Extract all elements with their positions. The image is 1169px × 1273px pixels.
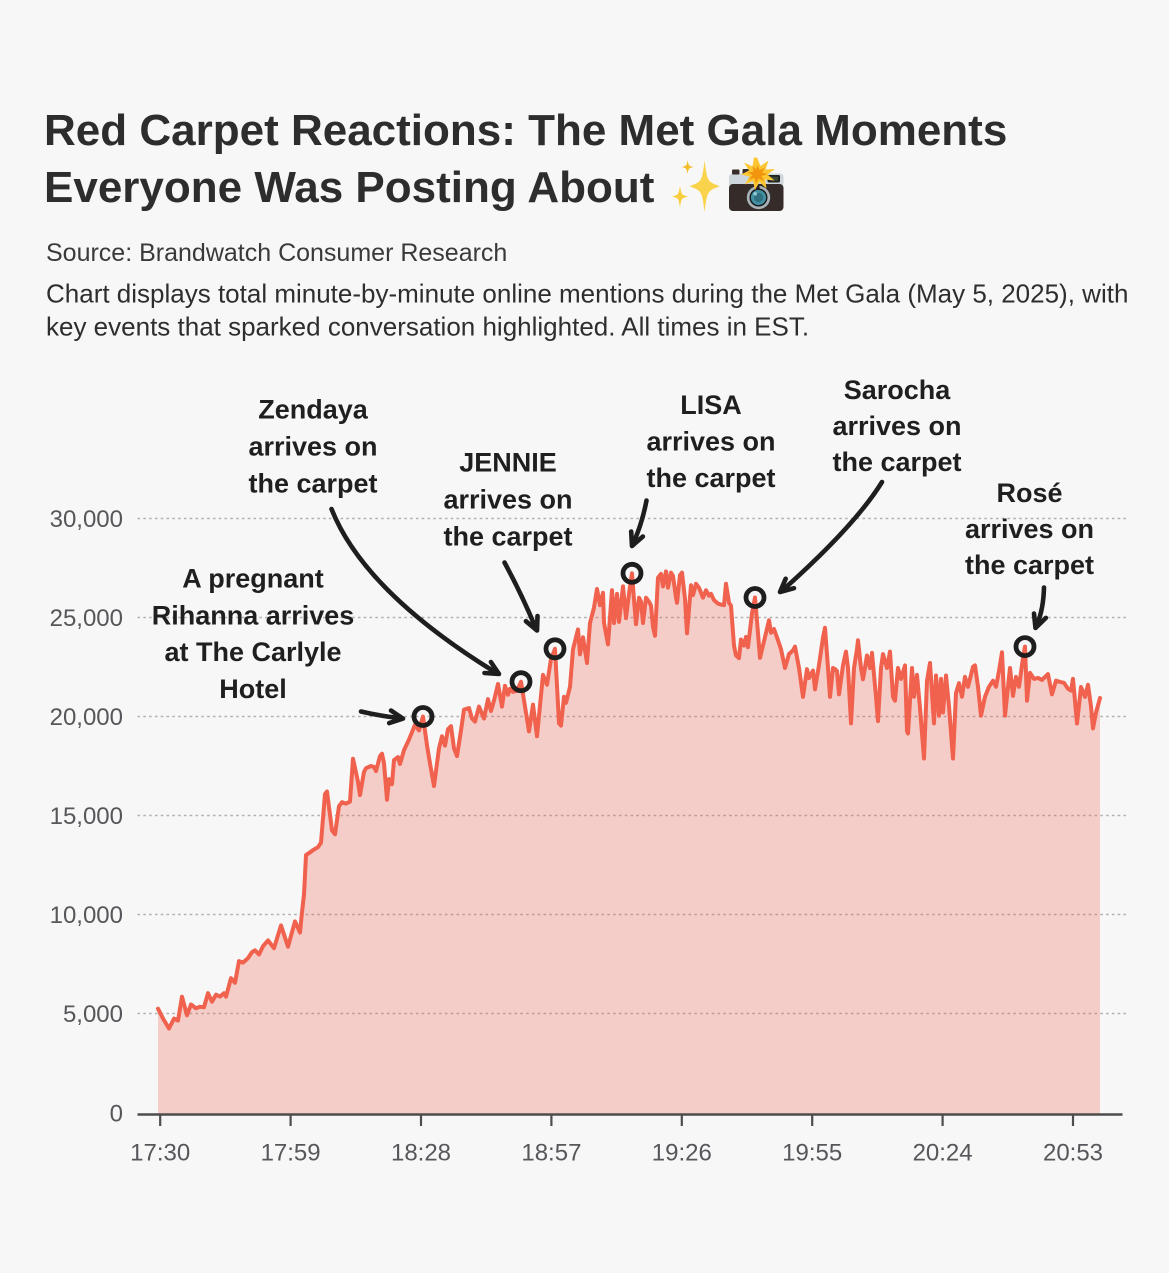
svg-text:the carpet: the carpet xyxy=(832,447,961,477)
svg-text:key events that sparked conver: key events that sparked conversation hig… xyxy=(46,311,809,341)
svg-text:arrives on: arrives on xyxy=(832,411,961,441)
svg-text:25,000: 25,000 xyxy=(50,605,123,632)
svg-text:Red Carpet Reactions: The Met: Red Carpet Reactions: The Met Gala Momen… xyxy=(44,106,1007,155)
svg-text:19:55: 19:55 xyxy=(782,1140,842,1167)
svg-text:arrives on: arrives on xyxy=(443,485,572,515)
svg-text:30,000: 30,000 xyxy=(50,506,123,533)
svg-text:20:24: 20:24 xyxy=(913,1140,973,1167)
svg-text:arrives on: arrives on xyxy=(646,426,775,456)
svg-text:Chart displays total minute-by: Chart displays total minute-by-minute on… xyxy=(46,279,1128,309)
svg-text:Hotel: Hotel xyxy=(219,674,287,704)
svg-text:Sarocha: Sarocha xyxy=(844,375,952,405)
svg-text:17:30: 17:30 xyxy=(130,1140,190,1167)
svg-text:Source: Brandwatch Consumer Re: Source: Brandwatch Consumer Research xyxy=(46,239,507,267)
svg-text:the carpet: the carpet xyxy=(443,522,572,552)
svg-text:5,000: 5,000 xyxy=(63,1001,123,1028)
svg-text:at The Carlyle: at The Carlyle xyxy=(164,637,341,667)
svg-text:Everyone Was Posting About: Everyone Was Posting About xyxy=(44,163,655,212)
svg-text:0: 0 xyxy=(110,1101,123,1128)
svg-text:arrives on: arrives on xyxy=(248,432,377,462)
svg-text:the carpet: the carpet xyxy=(248,469,377,499)
svg-text:20:53: 20:53 xyxy=(1043,1140,1103,1167)
svg-text:JENNIE: JENNIE xyxy=(459,448,557,478)
svg-text:18:57: 18:57 xyxy=(521,1140,581,1167)
svg-text:20,000: 20,000 xyxy=(50,704,123,731)
svg-text:LISA: LISA xyxy=(680,390,742,420)
svg-text:17:59: 17:59 xyxy=(261,1140,321,1167)
svg-text:15,000: 15,000 xyxy=(50,803,123,830)
svg-text:10,000: 10,000 xyxy=(50,902,123,929)
svg-text:Rosé: Rosé xyxy=(996,478,1062,508)
svg-text:Zendaya: Zendaya xyxy=(258,395,369,425)
svg-text:Rihanna arrives: Rihanna arrives xyxy=(152,600,355,630)
svg-text:18:28: 18:28 xyxy=(391,1140,451,1167)
svg-text:arrives on: arrives on xyxy=(965,514,1094,544)
svg-text:the carpet: the carpet xyxy=(965,550,1094,580)
svg-text:A pregnant: A pregnant xyxy=(182,564,324,594)
svg-text:the carpet: the carpet xyxy=(646,463,775,493)
svg-text:19:26: 19:26 xyxy=(652,1140,712,1167)
